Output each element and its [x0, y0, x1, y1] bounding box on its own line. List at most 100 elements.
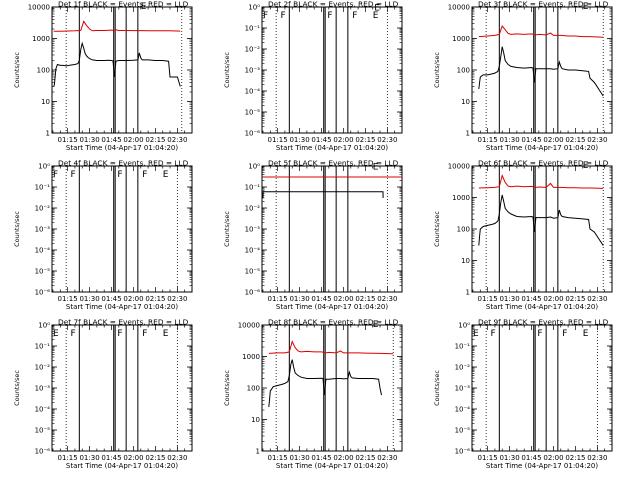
y-tick-label: 10⁻⁴ — [35, 406, 51, 414]
x-tick-label: 01:15 — [58, 454, 78, 462]
y-tick-label: 10⁻⁶ — [35, 448, 51, 456]
x-tick-label: 02:30 — [167, 136, 187, 144]
x-axis-label: Start Time (04-Apr-17 01:04:20) — [486, 144, 598, 152]
y-tick-label: 10⁻³ — [35, 385, 51, 393]
marker-label: E — [141, 2, 147, 12]
y-tick-label: 10000 — [238, 322, 260, 330]
panel-det7: Det 7f BLACK = Events, RED = LLD 10⁻⁶ 10⁻⁵… — [13, 318, 193, 470]
y-tick-label: 10⁻¹ — [245, 184, 261, 192]
y-tick-label: 1 — [46, 130, 50, 138]
y-tick-label: 10⁻⁵ — [455, 427, 471, 435]
x-tick-label: 01:45 — [311, 295, 331, 303]
y-tick-label: 10000 — [448, 4, 470, 12]
x-tick-label: 02:30 — [377, 295, 397, 303]
x-tick-label: 02:15 — [145, 295, 165, 303]
y-tick-label: 10⁻⁴ — [245, 247, 261, 255]
panel-det4: Det 4f BLACK = Events, RED = LLD 10⁻⁶ 10⁻⁵… — [13, 159, 193, 311]
marker-label: F — [352, 11, 357, 21]
y-tick-label: 10⁻² — [35, 205, 51, 213]
y-tick-label: 100 — [247, 385, 260, 393]
y-tick-label: 100 — [37, 67, 50, 75]
y-tick-label: 1000 — [452, 194, 470, 202]
marker-label: F — [562, 329, 567, 339]
y-tick-label: 10⁻² — [455, 364, 471, 372]
x-tick-label: 01:30 — [289, 295, 309, 303]
series-lld — [268, 340, 394, 355]
marker-label: F — [281, 11, 286, 21]
y-tick-label: 10⁻³ — [245, 226, 261, 234]
panel-title: Det 6f BLACK = Events, RED = LLD — [478, 159, 609, 168]
y-tick-label: 10⁻¹ — [455, 343, 471, 351]
y-tick-label: 10⁻¹ — [35, 184, 51, 192]
x-tick-label: 01:45 — [101, 136, 121, 144]
x-tick-label: 01:45 — [311, 454, 331, 462]
x-tick-label: 01:15 — [58, 136, 78, 144]
x-tick-label: 01:30 — [499, 295, 519, 303]
y-tick-label: 10⁻⁴ — [245, 88, 261, 96]
y-axis-label: Counts/sec — [433, 211, 441, 247]
x-tick-label: 02:00 — [123, 454, 143, 462]
panel-det9: Det 9f BLACK = Events, RED = LLD 10⁻⁶ 10⁻⁵… — [433, 318, 613, 470]
panel-det6: Det 6f BLACK = Events, RED = LLD 1 10 100 10… — [433, 159, 613, 311]
plot-frame — [471, 165, 613, 293]
y-tick-label: 10⁰ — [458, 322, 470, 330]
x-tick-label: 01:30 — [79, 295, 99, 303]
y-tick-label: 10⁻⁵ — [35, 427, 51, 435]
y-tick-label: 10⁻⁵ — [245, 109, 261, 117]
y-axis-label: Counts/sec — [13, 52, 21, 88]
y-axis-label: Counts/sec — [223, 52, 231, 88]
series-lld — [478, 173, 604, 189]
panel-det2: Det 2f BLACK = Events, RED = LLD 10⁻⁶ 10⁻⁵… — [223, 0, 403, 152]
plot-frame — [471, 324, 613, 452]
x-tick-label: 02:30 — [377, 454, 397, 462]
series-events — [478, 194, 604, 246]
panel-title: Det 5f BLACK = Events, RED = LLD — [268, 159, 399, 168]
marker-label: F — [117, 329, 122, 339]
marker-label: F — [142, 170, 147, 180]
x-tick-label: 02:15 — [565, 454, 585, 462]
y-tick-label: 10⁻² — [245, 205, 261, 213]
marker-label: E — [53, 329, 59, 339]
x-tick-label: 02:00 — [333, 454, 353, 462]
y-tick-label: 1 — [256, 448, 260, 456]
y-tick-label: 10⁻⁵ — [35, 268, 51, 276]
y-tick-label: 10⁻³ — [245, 67, 261, 75]
x-tick-label: 02:00 — [333, 136, 353, 144]
x-tick-label: 02:30 — [377, 136, 397, 144]
y-tick-label: 1000 — [32, 35, 50, 43]
plot-frame — [261, 165, 403, 293]
x-tick-label: 02:15 — [355, 295, 375, 303]
plot-frame — [471, 6, 613, 134]
y-tick-label: 10 — [461, 257, 470, 265]
x-tick-label: 02:30 — [587, 295, 607, 303]
x-tick-label: 02:30 — [167, 295, 187, 303]
marker-label: F — [491, 329, 496, 339]
y-tick-label: 10⁻¹ — [35, 343, 51, 351]
y-tick-label: 10⁻² — [35, 364, 51, 372]
x-tick-label: 01:45 — [101, 295, 121, 303]
y-tick-label: 10 — [251, 416, 260, 424]
y-tick-label: 10 — [41, 98, 50, 106]
y-tick-label: 10⁻⁴ — [35, 247, 51, 255]
marker-label: F — [537, 329, 542, 339]
y-tick-label: 10⁻⁶ — [245, 130, 261, 138]
series-events — [262, 191, 384, 199]
y-tick-label: 10⁻⁴ — [455, 406, 471, 414]
y-tick-label: 10 — [461, 98, 470, 106]
x-tick-label: 01:15 — [58, 295, 78, 303]
panel-title: Det 3f BLACK = Events, RED = LLD — [478, 0, 609, 9]
marker-label: F — [71, 329, 76, 339]
marker-label: F — [263, 11, 268, 21]
x-tick-label: 02:00 — [333, 295, 353, 303]
y-tick-label: 10⁰ — [38, 163, 50, 171]
x-axis-label: Start Time (04-Apr-17 01:04:20) — [276, 303, 388, 311]
y-tick-label: 1000 — [242, 353, 260, 361]
marker-label: E — [583, 329, 589, 339]
panel-det5: Det 5f BLACK = Events, RED = LLD 10⁻⁶ 10⁻⁵… — [223, 159, 403, 311]
y-tick-label: 10⁻³ — [35, 226, 51, 234]
x-tick-label: 01:30 — [499, 454, 519, 462]
panel-title: Det 1f BLACK = Events, RED = LLD — [58, 0, 189, 9]
x-tick-label: 01:15 — [268, 295, 288, 303]
x-tick-label: 01:15 — [268, 136, 288, 144]
